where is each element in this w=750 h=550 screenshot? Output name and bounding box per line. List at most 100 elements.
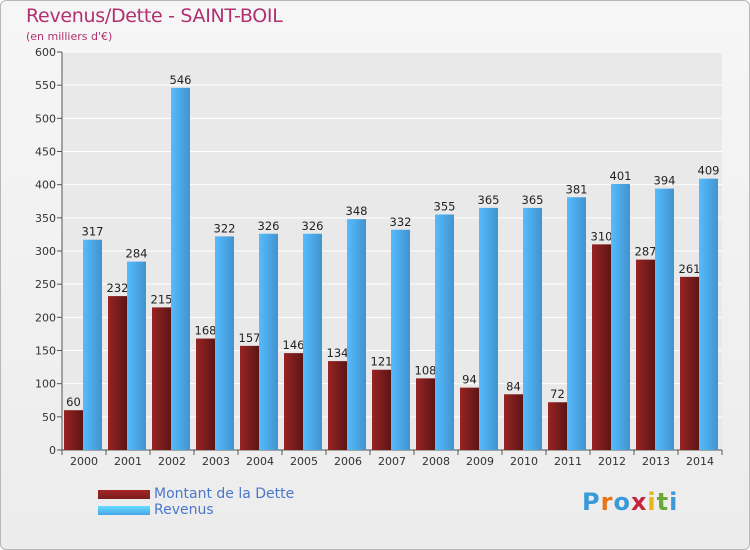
bar-revenus	[83, 239, 102, 450]
legend: Montant de la Dette Revenus	[98, 486, 294, 518]
bar-revenus	[655, 188, 674, 450]
data-label-dette: 232	[107, 281, 129, 295]
y-tick-label: 200	[35, 311, 56, 324]
x-tick-label: 2014	[686, 455, 714, 468]
y-tick-label: 100	[35, 378, 56, 391]
logo-letter: o	[613, 488, 631, 516]
data-label-dette: 134	[327, 346, 349, 360]
y-tick-label: 250	[35, 278, 56, 291]
x-tick-label: 2008	[422, 455, 450, 468]
bar-dette	[196, 338, 215, 450]
x-tick-label: 2002	[158, 455, 186, 468]
legend-label-dette: Montant de la Dette	[154, 486, 295, 502]
bar-revenus	[259, 233, 278, 450]
bar-dette	[504, 394, 523, 450]
logo-letter: i	[647, 488, 657, 516]
logo-letter: i	[669, 488, 679, 516]
data-label-revenus: 365	[478, 193, 500, 207]
data-label-revenus: 348	[346, 204, 368, 218]
bar-dette	[152, 307, 171, 450]
data-label-dette: 168	[195, 324, 217, 338]
bar-dette	[592, 244, 611, 450]
bar-dette	[328, 361, 347, 450]
data-label-dette: 287	[635, 245, 657, 259]
y-tick-label: 550	[35, 79, 56, 92]
x-tick-label: 2012	[598, 455, 626, 468]
bar-dette	[460, 387, 479, 450]
data-label-dette: 84	[506, 379, 521, 393]
logo-letter: r	[600, 488, 614, 516]
chart-title: Revenus/Dette - SAINT-BOIL	[26, 5, 283, 27]
logo-letter: t	[656, 488, 670, 516]
bar-revenus	[435, 214, 454, 450]
bar-revenus	[523, 207, 542, 450]
data-label-dette: 60	[66, 395, 81, 409]
y-tick-label: 350	[35, 212, 56, 225]
x-tick-label: 2009	[466, 455, 494, 468]
data-label-revenus: 326	[302, 219, 324, 233]
y-tick-label: 500	[35, 112, 56, 125]
data-label-dette: 310	[591, 229, 613, 243]
bar-dette	[64, 410, 83, 450]
y-tick-label: 300	[35, 245, 56, 258]
data-label-dette: 215	[151, 292, 173, 306]
x-tick-label: 2004	[246, 455, 274, 468]
bar-revenus	[347, 219, 366, 450]
bar-revenus	[479, 207, 498, 450]
bar-dette	[372, 369, 391, 450]
bar-dette	[636, 259, 655, 450]
data-label-revenus: 409	[698, 164, 720, 178]
bar-dette	[680, 276, 699, 450]
y-tick-label: 600	[35, 46, 56, 59]
data-label-revenus: 381	[566, 182, 588, 196]
data-label-revenus: 394	[654, 174, 676, 188]
y-tick-label: 50	[42, 411, 56, 424]
legend-label-revenus: Revenus	[154, 502, 214, 518]
bar-dette	[108, 296, 127, 450]
bar-revenus	[567, 197, 586, 450]
data-label-revenus: 332	[390, 215, 412, 229]
bar-revenus	[215, 236, 234, 450]
y-tick-label: 0	[49, 444, 56, 457]
x-tick-label: 2001	[114, 455, 142, 468]
x-tick-label: 2013	[642, 455, 670, 468]
bar-dette	[284, 353, 303, 450]
y-tick-label: 400	[35, 179, 56, 192]
x-tick-label: 2000	[70, 455, 98, 468]
x-tick-label: 2010	[510, 455, 538, 468]
data-label-revenus: 355	[434, 200, 456, 214]
legend-item-dette: Montant de la Dette	[98, 486, 294, 502]
data-label-revenus: 326	[258, 219, 280, 233]
data-label-revenus: 317	[82, 225, 104, 239]
x-tick-label: 2006	[334, 455, 362, 468]
proxiti-logo: Proxiti	[582, 488, 678, 516]
bar-revenus	[391, 229, 410, 450]
logo-letter: P	[582, 488, 601, 516]
data-label-dette: 72	[550, 387, 565, 401]
legend-item-revenus: Revenus	[98, 502, 294, 518]
data-label-revenus: 365	[522, 193, 544, 207]
logo-letter: x	[630, 488, 648, 516]
data-label-revenus: 401	[610, 169, 632, 183]
data-label-revenus: 322	[214, 221, 236, 235]
data-label-dette: 261	[679, 262, 701, 276]
data-label-revenus: 546	[170, 73, 192, 87]
bar-revenus	[171, 87, 190, 450]
x-tick-label: 2005	[290, 455, 318, 468]
data-label-dette: 157	[239, 331, 261, 345]
bar-dette	[240, 345, 259, 450]
bar-revenus	[699, 178, 718, 451]
data-label-dette: 108	[415, 363, 437, 377]
x-tick-label: 2011	[554, 455, 582, 468]
bar-dette	[416, 378, 435, 450]
data-label-dette: 94	[462, 373, 477, 387]
legend-swatch-dette	[98, 489, 150, 499]
bar-revenus	[611, 184, 630, 450]
x-tick-label: 2003	[202, 455, 230, 468]
bar-revenus	[127, 261, 146, 450]
data-label-dette: 146	[283, 338, 305, 352]
bar-dette	[548, 402, 567, 450]
y-tick-label: 450	[35, 146, 56, 159]
legend-swatch-revenus	[98, 505, 150, 515]
